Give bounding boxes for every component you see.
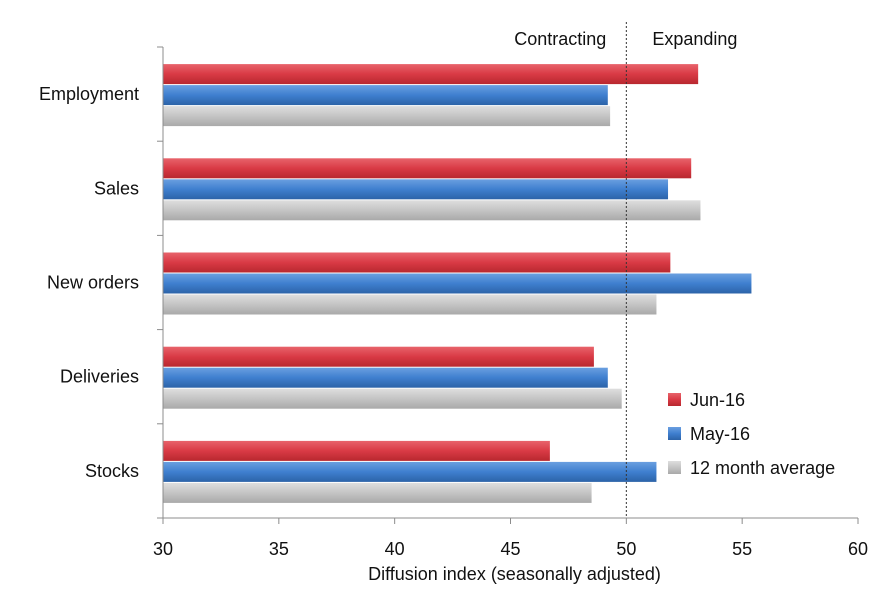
x-tick-label-55: 55 bbox=[732, 539, 752, 559]
bar-deliveries-12-month-average bbox=[163, 388, 622, 409]
bar-deliveries-jun-16 bbox=[163, 346, 594, 367]
bar-employment-may-16 bbox=[163, 85, 608, 106]
bar-sales-12-month-average bbox=[163, 200, 701, 221]
legend-label-jun-16: Jun-16 bbox=[690, 390, 745, 410]
legend-label-may-16: May-16 bbox=[690, 424, 750, 444]
bar-employment-12-month-average bbox=[163, 106, 611, 127]
bar-deliveries-may-16 bbox=[163, 367, 608, 388]
bar-stocks-may-16 bbox=[163, 461, 657, 482]
category-label-sales: Sales bbox=[94, 178, 139, 198]
x-tick-label-50: 50 bbox=[616, 539, 636, 559]
expanding-label: Expanding bbox=[652, 29, 737, 49]
x-axis-title: Diffusion index (seasonally adjusted) bbox=[368, 564, 661, 584]
x-tick-label-30: 30 bbox=[153, 539, 173, 559]
x-axis-ticks: 30 35 40 45 50 55 60 bbox=[153, 518, 868, 559]
bars-group bbox=[163, 64, 752, 503]
category-label-deliveries: Deliveries bbox=[60, 367, 139, 387]
x-tick-label-45: 45 bbox=[500, 539, 520, 559]
legend-swatch-may-16 bbox=[668, 427, 681, 440]
category-label-new-orders: New orders bbox=[47, 273, 139, 293]
bar-sales-may-16 bbox=[163, 179, 669, 200]
contracting-label: Contracting bbox=[514, 29, 606, 49]
legend-swatch-12-month-average bbox=[668, 461, 681, 474]
category-label-employment: Employment bbox=[39, 84, 139, 104]
x-tick-label-60: 60 bbox=[848, 539, 868, 559]
bar-new-orders-12-month-average bbox=[163, 294, 657, 315]
category-labels: Employment Sales New orders Deliveries Stock… bbox=[39, 84, 139, 481]
bar-sales-jun-16 bbox=[163, 158, 692, 179]
bar-employment-jun-16 bbox=[163, 64, 699, 85]
legend-swatch-jun-16 bbox=[668, 393, 681, 406]
bar-stocks-jun-16 bbox=[163, 440, 550, 461]
x-tick-label-40: 40 bbox=[385, 539, 405, 559]
y-axis-ticks bbox=[157, 46, 163, 519]
bar-stocks-12-month-average bbox=[163, 482, 592, 503]
bar-new-orders-jun-16 bbox=[163, 252, 671, 273]
category-label-stocks: Stocks bbox=[85, 461, 139, 481]
legend-label-12-month-average: 12 month average bbox=[690, 458, 835, 478]
x-tick-label-35: 35 bbox=[269, 539, 289, 559]
bar-new-orders-may-16 bbox=[163, 273, 752, 294]
legend: Jun-16 May-16 12 month average bbox=[668, 390, 835, 478]
